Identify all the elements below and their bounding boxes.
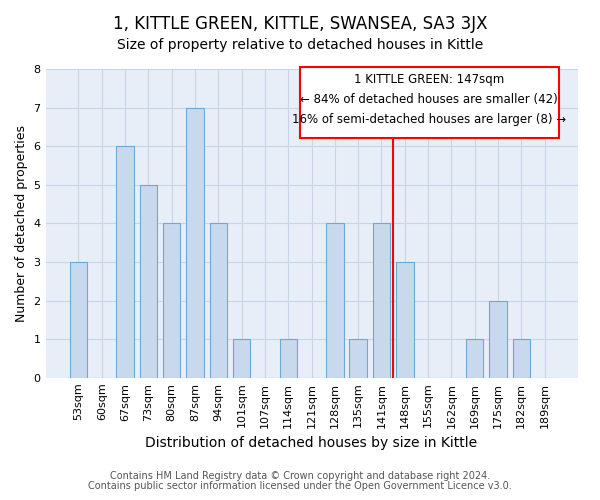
- Text: 1, KITTLE GREEN, KITTLE, SWANSEA, SA3 3JX: 1, KITTLE GREEN, KITTLE, SWANSEA, SA3 3J…: [113, 15, 487, 33]
- Text: Size of property relative to detached houses in Kittle: Size of property relative to detached ho…: [117, 38, 483, 52]
- Bar: [489, 300, 507, 378]
- Bar: [280, 339, 297, 378]
- Bar: [373, 224, 390, 378]
- Text: Contains HM Land Registry data © Crown copyright and database right 2024.: Contains HM Land Registry data © Crown c…: [110, 471, 490, 481]
- Bar: [300, 67, 559, 138]
- Bar: [396, 262, 413, 378]
- Text: Contains public sector information licensed under the Open Government Licence v3: Contains public sector information licen…: [88, 481, 512, 491]
- Bar: [209, 224, 227, 378]
- Bar: [512, 339, 530, 378]
- Bar: [70, 262, 87, 378]
- Text: ← 84% of detached houses are smaller (42): ← 84% of detached houses are smaller (42…: [301, 92, 558, 106]
- Bar: [163, 224, 181, 378]
- Y-axis label: Number of detached properties: Number of detached properties: [15, 125, 28, 322]
- Bar: [116, 146, 134, 378]
- Bar: [466, 339, 484, 378]
- Bar: [233, 339, 250, 378]
- Text: 1 KITTLE GREEN: 147sqm: 1 KITTLE GREEN: 147sqm: [354, 74, 505, 86]
- Bar: [186, 108, 204, 378]
- X-axis label: Distribution of detached houses by size in Kittle: Distribution of detached houses by size …: [145, 436, 478, 450]
- Text: 16% of semi-detached houses are larger (8) →: 16% of semi-detached houses are larger (…: [292, 114, 566, 126]
- Bar: [140, 185, 157, 378]
- Bar: [326, 224, 344, 378]
- Bar: [349, 339, 367, 378]
